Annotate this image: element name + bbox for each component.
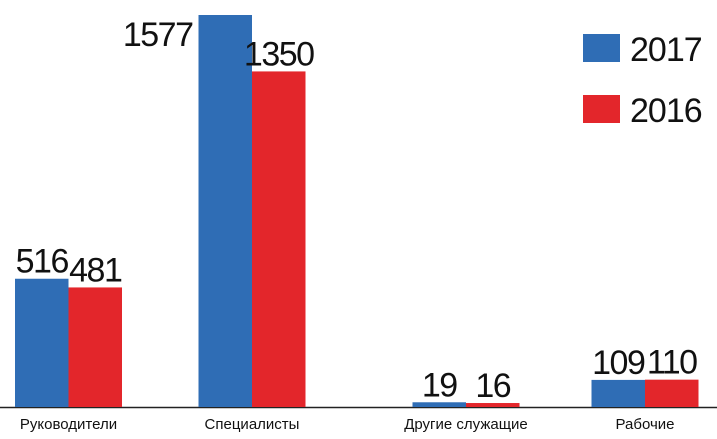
value-label: 19 [422,366,457,404]
bar [412,402,466,407]
value-label: 1577 [123,16,193,54]
bar [466,403,520,407]
legend-label: 2017 [630,31,702,69]
bar [252,71,306,408]
legend-swatch [583,34,620,62]
bar [68,287,122,407]
value-label: 109 [592,344,645,382]
legend-swatch [583,95,620,123]
x-tick-label: Рабочие [616,416,675,433]
value-label: 1350 [244,35,314,73]
bar [591,379,645,407]
bar [198,15,252,407]
value-label: 110 [647,344,697,382]
x-tick-label: Специалисты [205,416,300,433]
value-label: 481 [69,251,122,289]
bar [645,379,699,407]
x-tick-label: Руководители [20,416,117,433]
value-label: 16 [475,367,510,405]
x-tick-label: Другие служащие [404,416,528,433]
bar [15,278,69,407]
value-label: 516 [16,243,69,281]
legend-label: 2016 [630,92,702,130]
